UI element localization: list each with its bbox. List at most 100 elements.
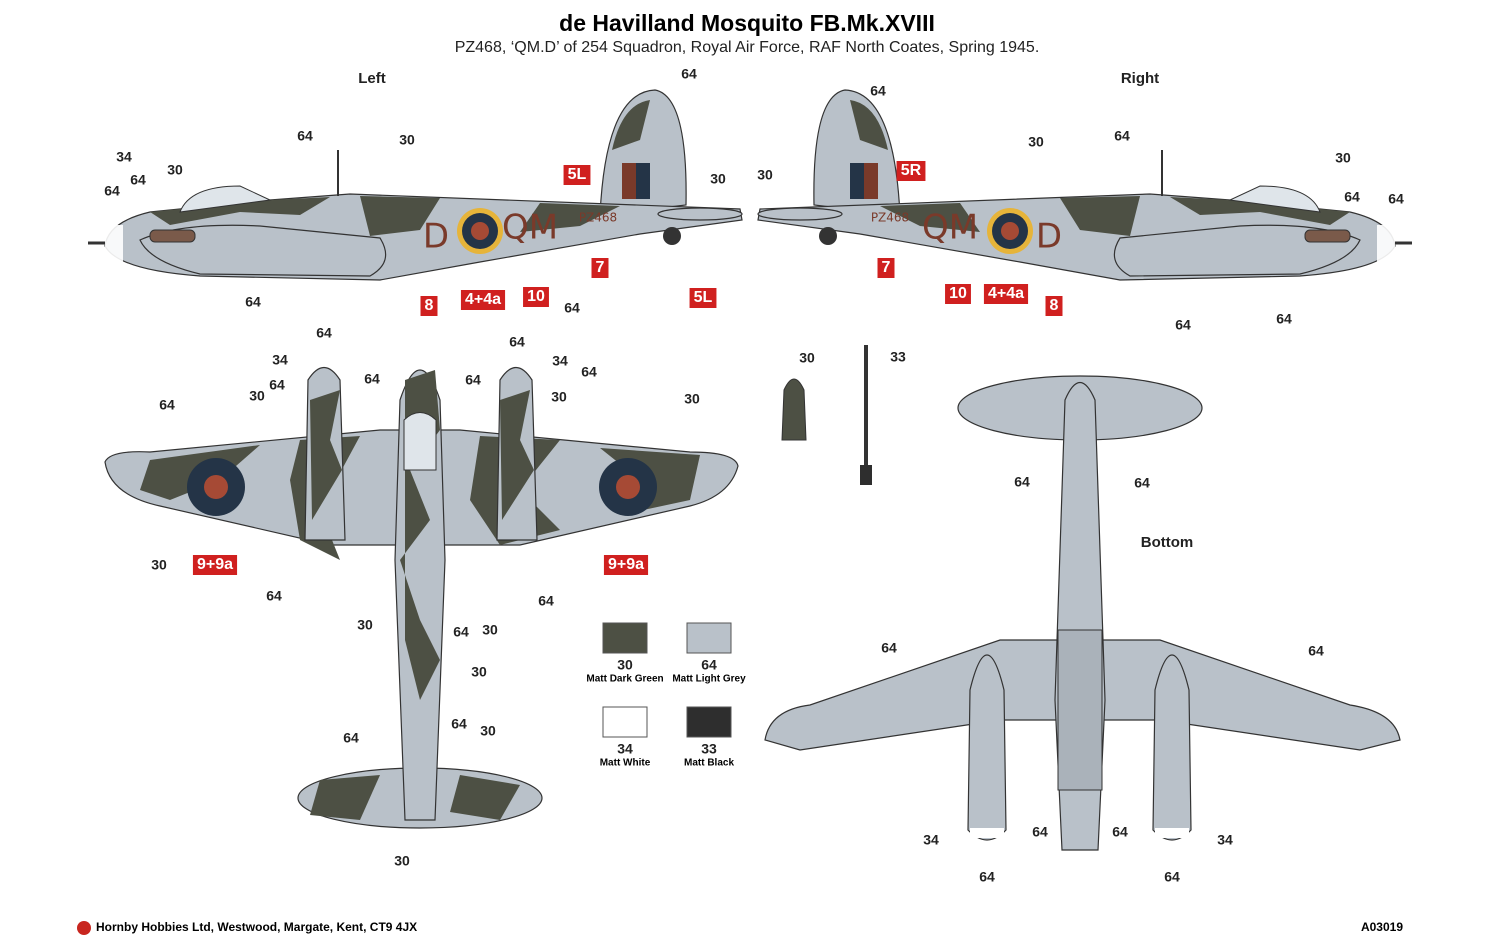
callout: 64 <box>1112 824 1128 840</box>
decal-number: 5R <box>901 162 922 179</box>
callout: 64 <box>979 869 995 885</box>
callout: 64 <box>564 300 580 316</box>
callout: 64 <box>1032 824 1048 840</box>
callout: 30 <box>799 350 815 366</box>
callout: 34 <box>1217 832 1233 848</box>
callout: 64 <box>538 593 554 609</box>
callout: 64 <box>269 377 285 393</box>
callout: 30 <box>1028 134 1044 150</box>
callout: 64 <box>509 334 525 350</box>
logo <box>77 921 91 935</box>
callout: 30 <box>167 162 183 178</box>
aircraft-marking: PZ468 <box>871 211 909 225</box>
callout: 64 <box>1134 475 1150 491</box>
callout: 64 <box>870 83 886 99</box>
bottom-view <box>764 375 1401 851</box>
decal-box <box>460 290 506 310</box>
decal-number: 7 <box>596 259 605 276</box>
callout: 30 <box>249 388 265 404</box>
callout: 30 <box>482 622 498 638</box>
callout: 30 <box>710 171 726 187</box>
view-label: Left <box>358 70 386 87</box>
callout: 30 <box>471 664 487 680</box>
callout: 64 <box>130 172 146 188</box>
decal-box <box>563 165 591 185</box>
decal-box <box>420 296 438 316</box>
decal-number: 4+4a <box>988 285 1024 302</box>
callout: 64 <box>104 183 120 199</box>
decal-box <box>603 555 649 575</box>
decal-number: 8 <box>425 297 434 314</box>
decal-box <box>983 284 1029 304</box>
callout: 34 <box>923 832 939 848</box>
roundel <box>457 208 503 254</box>
colour-code: 64 <box>701 657 717 673</box>
decal-number: 10 <box>527 288 545 305</box>
callout: 30 <box>684 391 700 407</box>
callout: 64 <box>316 325 332 341</box>
callout: 34 <box>116 149 132 165</box>
callout: 64 <box>681 66 697 82</box>
decal-box <box>896 161 926 181</box>
callout: 64 <box>453 624 469 640</box>
decal-box <box>523 287 549 307</box>
stores <box>781 345 872 485</box>
top-view <box>104 366 739 829</box>
callout: 64 <box>159 397 175 413</box>
callout: 34 <box>552 353 568 369</box>
title: de Havilland Mosquito FB.Mk.XVIII <box>559 10 935 36</box>
aircraft-marking: QM <box>922 208 978 248</box>
callout: 30 <box>480 723 496 739</box>
decal-number: 9+9a <box>197 556 233 573</box>
colour-swatch <box>602 706 648 738</box>
decal-box <box>1045 296 1063 316</box>
aircraft-marking: QM <box>502 208 558 248</box>
decal-number: 7 <box>882 259 891 276</box>
callout: 64 <box>1164 869 1180 885</box>
colour-swatch <box>686 622 732 654</box>
callout: 30 <box>551 389 567 405</box>
callout: 64 <box>1344 189 1360 205</box>
decal-number: 9+9a <box>608 556 644 573</box>
callout: 64 <box>465 372 481 388</box>
aircraft-marking: D <box>423 217 449 257</box>
footer-company: Hornby Hobbies Ltd, Westwood, Margate, K… <box>96 920 417 934</box>
aircraft-marking: D <box>1036 217 1062 257</box>
colour-code: 34 <box>617 741 633 757</box>
colour-code: 33 <box>701 741 717 757</box>
aircraft-marking: PZ468 <box>579 211 617 225</box>
callout: 64 <box>1388 191 1404 207</box>
callout: 64 <box>1308 643 1324 659</box>
colour-name: Matt Dark Green <box>586 674 663 685</box>
callout: 30 <box>1335 150 1351 166</box>
decal-number: 8 <box>1050 297 1059 314</box>
decal-box <box>945 284 971 304</box>
footer-ref: A03019 <box>1361 920 1403 934</box>
callout: 64 <box>1014 474 1030 490</box>
callout: 30 <box>394 853 410 869</box>
callout: 30 <box>399 132 415 148</box>
callout: 64 <box>364 371 380 387</box>
roundel <box>987 208 1033 254</box>
colour-name: Matt Black <box>684 758 734 769</box>
decal-number: 5L <box>694 289 713 306</box>
callout: 64 <box>343 730 359 746</box>
colour-code: 30 <box>617 657 633 673</box>
decal-number: 10 <box>949 285 967 302</box>
decal-box <box>591 258 609 278</box>
view-label: Right <box>1121 70 1159 87</box>
callout: 34 <box>272 352 288 368</box>
colour-swatch <box>602 622 648 654</box>
colour-name: Matt White <box>600 758 651 769</box>
decal-number: 4+4a <box>465 291 501 308</box>
decal-box <box>192 555 238 575</box>
callout: 30 <box>757 167 773 183</box>
callout: 64 <box>1175 317 1191 333</box>
callout: 64 <box>266 588 282 604</box>
side-view <box>88 89 743 281</box>
callout: 64 <box>1276 311 1292 327</box>
colour-name: Matt Light Grey <box>672 674 746 685</box>
